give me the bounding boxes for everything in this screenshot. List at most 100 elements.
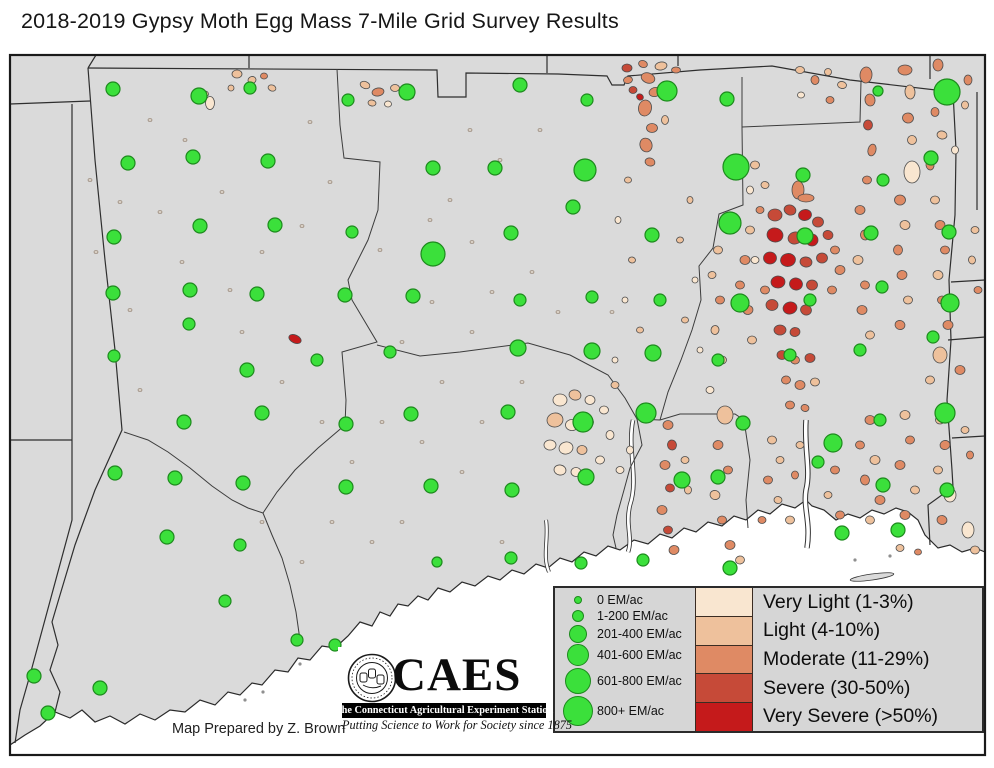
egg-mass-size-dot-icon xyxy=(574,596,582,604)
defoliation-patch xyxy=(973,286,983,294)
defoliation-patch xyxy=(636,93,644,101)
egg-mass-site xyxy=(403,406,419,422)
defoliation-patch xyxy=(529,270,535,274)
defoliation-patch xyxy=(767,435,777,445)
defoliation-patch xyxy=(783,204,797,216)
defoliation-patch xyxy=(894,194,906,206)
egg-mass-site xyxy=(577,468,595,486)
egg-mass-site xyxy=(934,402,956,424)
egg-mass-site xyxy=(722,153,750,181)
size-dot-wrap xyxy=(559,695,597,726)
egg-mass-site xyxy=(105,81,121,97)
defoliation-patch xyxy=(770,275,786,289)
defoliation-patch xyxy=(824,68,832,76)
defoliation-patch xyxy=(399,520,405,524)
defoliation-patch xyxy=(349,460,355,464)
egg-mass-site xyxy=(341,93,355,107)
caes-acronym: CAES xyxy=(392,649,522,701)
defoliation-patch xyxy=(864,93,876,107)
defoliation-patch xyxy=(568,389,582,401)
egg-mass-site xyxy=(504,551,518,565)
egg-mass-site xyxy=(635,402,657,424)
defoliation-patch xyxy=(546,412,564,428)
defoliation-patch xyxy=(905,435,915,445)
defoliation-patch xyxy=(663,525,673,535)
defoliation-patch xyxy=(903,160,921,184)
defoliation-patch xyxy=(654,61,668,71)
defoliation-patch xyxy=(584,395,596,405)
egg-mass-site xyxy=(345,225,359,239)
defoliation-patch xyxy=(724,540,736,550)
egg-mass-site xyxy=(176,414,192,430)
severity-swatch xyxy=(696,674,752,704)
defoliation-patch xyxy=(934,220,946,230)
defoliation-patch xyxy=(659,460,671,470)
defoliation-patch xyxy=(680,456,690,464)
defoliation-patch xyxy=(662,420,674,430)
defoliation-patch xyxy=(797,91,805,99)
egg-mass-site xyxy=(644,344,662,362)
defoliation-patch xyxy=(936,130,948,140)
coastline xyxy=(10,499,985,746)
defoliation-patch xyxy=(605,430,615,440)
egg-mass-site xyxy=(425,160,441,176)
egg-mass-size-dot-icon xyxy=(567,644,589,667)
egg-mass-site xyxy=(243,81,257,95)
defoliation-patch xyxy=(661,115,669,125)
egg-mass-site xyxy=(890,522,906,538)
defoliation-patch xyxy=(87,178,93,182)
egg-mass-site xyxy=(939,482,955,498)
defoliation-patch xyxy=(646,123,658,133)
state-boundaries xyxy=(10,55,985,744)
severity-label: Very Light (1-3%) xyxy=(763,590,914,613)
defoliation-patch xyxy=(543,439,557,451)
size-legend-label: 201-400 EM/ac xyxy=(597,626,682,641)
egg-mass-site xyxy=(107,465,123,481)
defoliation-patch xyxy=(390,84,400,92)
defoliation-patch xyxy=(894,320,906,330)
egg-mass-site xyxy=(636,553,650,567)
defoliation-patch xyxy=(860,280,870,290)
defoliation-patch xyxy=(137,388,143,392)
severity-label: Moderate (11-29%) xyxy=(763,647,930,670)
size-legend-row: 1-200 EM/ac xyxy=(559,609,695,623)
defoliation-patch xyxy=(785,400,795,410)
severity-swatch xyxy=(696,588,752,617)
egg-mass-site xyxy=(310,353,324,367)
egg-mass-site xyxy=(338,416,354,432)
defoliation-patch xyxy=(750,256,760,264)
defoliation-patch xyxy=(835,510,845,520)
egg-mass-site xyxy=(803,293,817,307)
defoliation-patch xyxy=(822,230,834,240)
defoliation-patch xyxy=(671,66,681,74)
egg-mass-site xyxy=(796,227,814,245)
egg-mass-site xyxy=(405,288,421,304)
size-legend-row: 201-400 EM/ac xyxy=(559,624,695,643)
egg-mass-site xyxy=(710,469,726,485)
defoliation-patch xyxy=(599,405,609,415)
defoliation-patch xyxy=(936,515,948,525)
defoliation-patch xyxy=(638,59,648,69)
defoliation-patch xyxy=(709,490,721,500)
egg-mass-site xyxy=(185,149,201,165)
islands xyxy=(243,554,895,702)
defoliation-patch xyxy=(795,66,805,74)
egg-mass-site xyxy=(383,345,397,359)
defoliation-patch xyxy=(760,285,770,295)
egg-mass-site xyxy=(730,293,750,313)
defoliation-patch xyxy=(739,255,751,265)
defoliation-patch xyxy=(469,240,475,244)
severity-swatch-column xyxy=(695,588,753,731)
egg-mass-site xyxy=(722,560,738,576)
defoliation-patch xyxy=(755,206,765,214)
egg-mass-site xyxy=(853,343,867,357)
defoliation-patch xyxy=(966,450,974,460)
defoliation-patch xyxy=(812,216,824,228)
size-dot-wrap xyxy=(559,609,597,622)
defoliation-patch xyxy=(789,327,801,337)
defoliation-patch xyxy=(747,335,757,345)
defoliation-patch xyxy=(686,196,694,204)
defoliation-patch xyxy=(970,226,980,234)
size-legend-label: 0 EM/ac xyxy=(597,593,643,607)
